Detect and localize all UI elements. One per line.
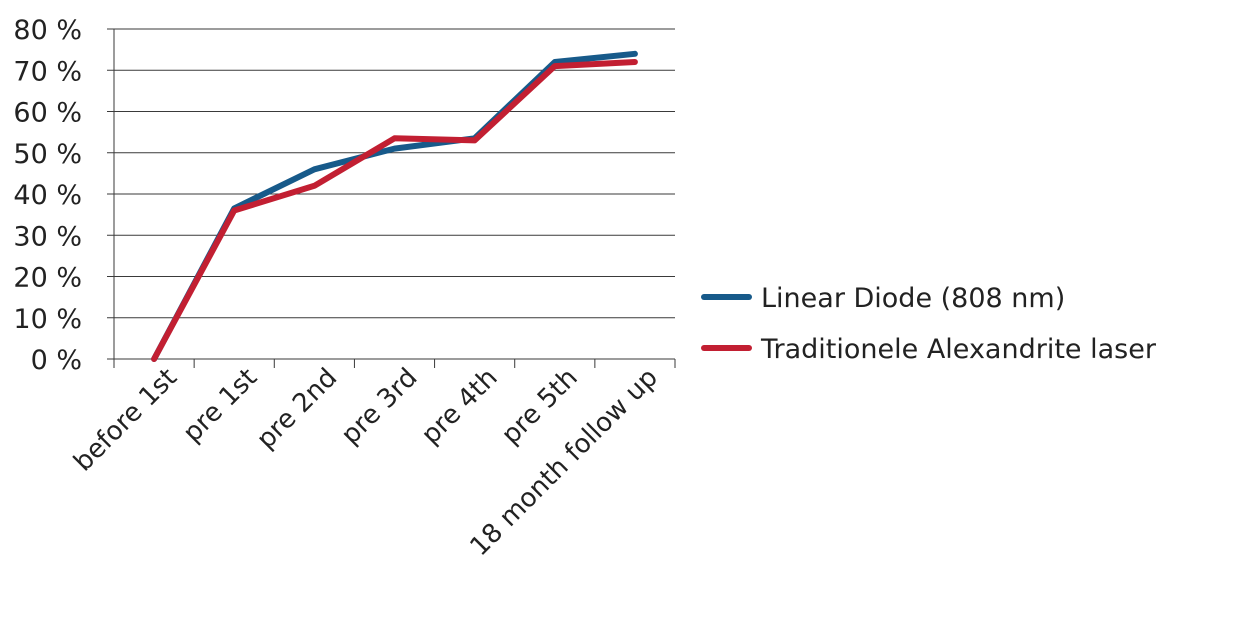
y-tick-label: 30 % (13, 221, 82, 252)
legend-label: Linear Diode (808 nm) (761, 283, 1065, 314)
y-tick-label: 60 % (13, 98, 82, 129)
x-tick-label: before 1st (68, 363, 183, 478)
y-tick-label: 70 % (13, 56, 82, 87)
y-tick-label: 0 % (31, 345, 82, 376)
y-tick-label: 40 % (13, 180, 82, 211)
legend: Linear Diode (808 nm) Traditionele Alexan… (701, 283, 1157, 365)
series-lines (151, 50, 638, 362)
x-tick-label: pre 2nd (251, 363, 343, 455)
axes (107, 28, 676, 368)
y-tick-label: 20 % (13, 263, 82, 294)
y-tick-labels: 0 % 10 % 20 % 30 % 40 % 50 % 60 % 70 % 80 % (13, 15, 82, 376)
x-tick-label: pre 3rd (336, 363, 424, 451)
series-line-1 (151, 50, 638, 362)
series-line-2 (151, 59, 638, 362)
legend-label: Traditionele Alexandrite laser (760, 334, 1157, 365)
x-tick-label: pre 4th (416, 363, 504, 451)
gridlines (114, 28, 675, 319)
x-tick-label: pre 1st (177, 363, 263, 449)
y-tick-label: 80 % (13, 15, 82, 46)
y-tick-label: 10 % (13, 304, 82, 335)
y-tick-label: 50 % (13, 139, 82, 170)
